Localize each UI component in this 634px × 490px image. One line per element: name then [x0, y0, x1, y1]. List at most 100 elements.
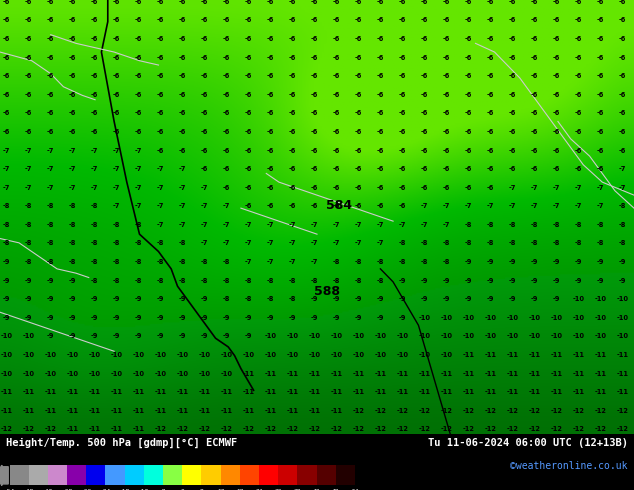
- Text: -9: -9: [68, 278, 76, 284]
- Text: -7: -7: [333, 222, 340, 228]
- Text: -6: -6: [134, 0, 142, 5]
- Text: -6: -6: [574, 36, 582, 42]
- Text: -9: -9: [333, 315, 340, 321]
- Text: -11: -11: [462, 389, 474, 395]
- Text: -11: -11: [594, 389, 606, 395]
- Text: -8: -8: [68, 222, 76, 228]
- Text: -7: -7: [288, 222, 296, 228]
- Text: -7: -7: [508, 185, 516, 191]
- Text: -12: -12: [374, 408, 386, 414]
- Text: -6: -6: [333, 166, 340, 172]
- Text: -7: -7: [531, 203, 538, 209]
- Text: -6: -6: [465, 54, 472, 61]
- Text: -6: -6: [333, 147, 340, 153]
- Text: -7: -7: [47, 166, 54, 172]
- Text: -6: -6: [311, 147, 318, 153]
- Text: -6: -6: [487, 185, 494, 191]
- Text: -8: -8: [179, 241, 186, 246]
- Text: -8: -8: [68, 203, 76, 209]
- Text: -9: -9: [619, 278, 626, 284]
- Text: -8: -8: [487, 222, 494, 228]
- Text: -9: -9: [443, 278, 450, 284]
- Text: -7: -7: [443, 203, 450, 209]
- Bar: [29, 465, 48, 486]
- Text: -12: -12: [550, 426, 562, 432]
- Text: -6: -6: [200, 147, 208, 153]
- Text: -9: -9: [574, 259, 582, 265]
- Text: -6: -6: [245, 54, 252, 61]
- Text: -6: -6: [311, 36, 318, 42]
- Text: -12: -12: [418, 408, 430, 414]
- Text: -10: -10: [616, 296, 628, 302]
- Text: -6: -6: [465, 92, 472, 98]
- Text: -6: -6: [91, 36, 98, 42]
- Text: -6: -6: [179, 36, 186, 42]
- Text: -12: -12: [198, 426, 210, 432]
- Text: -9: -9: [91, 315, 98, 321]
- Text: -6: -6: [179, 129, 186, 135]
- Text: -6: -6: [113, 92, 120, 98]
- Text: -11: -11: [308, 370, 320, 376]
- Text: -6: -6: [68, 73, 76, 79]
- Text: -6: -6: [25, 18, 32, 24]
- Text: -12: -12: [308, 426, 320, 432]
- Text: -6: -6: [443, 36, 450, 42]
- Text: -10: -10: [528, 333, 540, 340]
- Text: -8: -8: [113, 222, 120, 228]
- Text: -9: -9: [420, 278, 428, 284]
- Text: -10: -10: [133, 370, 145, 376]
- Text: -10: -10: [396, 333, 408, 340]
- Text: -12: -12: [484, 426, 496, 432]
- Text: -11: -11: [176, 389, 188, 395]
- Text: -10: -10: [374, 333, 386, 340]
- Text: -8: -8: [311, 278, 318, 284]
- Text: -6: -6: [487, 129, 494, 135]
- Text: -8: -8: [47, 259, 54, 265]
- Text: -6: -6: [420, 166, 428, 172]
- Text: -6: -6: [245, 129, 252, 135]
- Text: -6: -6: [333, 203, 340, 209]
- Text: -9: -9: [68, 296, 76, 302]
- Text: -6: -6: [245, 147, 252, 153]
- Text: -7: -7: [134, 203, 142, 209]
- Text: -6: -6: [508, 147, 516, 153]
- Text: -6: -6: [311, 110, 318, 116]
- Text: -7: -7: [245, 241, 252, 246]
- Text: -10: -10: [1, 352, 12, 358]
- Bar: [316, 465, 336, 486]
- Text: -7: -7: [399, 222, 406, 228]
- Text: -6: -6: [91, 18, 98, 24]
- Text: -6: -6: [508, 73, 516, 79]
- Text: -11: -11: [528, 370, 540, 376]
- Text: -8: -8: [3, 222, 10, 228]
- Text: -9: -9: [25, 315, 32, 321]
- Text: -9: -9: [47, 333, 54, 340]
- Text: -9: -9: [113, 296, 120, 302]
- Text: -10: -10: [67, 352, 79, 358]
- Text: -6: -6: [399, 18, 406, 24]
- Text: -9: -9: [508, 296, 516, 302]
- Text: -6: -6: [399, 129, 406, 135]
- Text: -9: -9: [245, 315, 252, 321]
- Text: -8: -8: [333, 259, 340, 265]
- Text: -6: -6: [157, 147, 164, 153]
- Text: -7: -7: [574, 203, 582, 209]
- Text: -6: -6: [354, 54, 362, 61]
- Text: 38: 38: [294, 489, 301, 490]
- Text: -6: -6: [179, 92, 186, 98]
- Text: -8: -8: [179, 278, 186, 284]
- Text: -10: -10: [507, 333, 519, 340]
- Text: -10: -10: [264, 333, 276, 340]
- Text: -6: -6: [574, 110, 582, 116]
- Text: -10: -10: [353, 352, 365, 358]
- Text: -10: -10: [287, 352, 299, 358]
- Text: -6: -6: [267, 54, 274, 61]
- Text: -6: -6: [553, 18, 560, 24]
- Text: -6: -6: [420, 73, 428, 79]
- Text: -6: -6: [3, 92, 10, 98]
- Text: -12: -12: [221, 426, 232, 432]
- Text: -11: -11: [133, 389, 145, 395]
- Text: -11: -11: [418, 370, 430, 376]
- Text: -7: -7: [354, 241, 362, 246]
- Text: Height/Temp. 500 hPa [gdmp][°C] ECMWF: Height/Temp. 500 hPa [gdmp][°C] ECMWF: [6, 438, 238, 448]
